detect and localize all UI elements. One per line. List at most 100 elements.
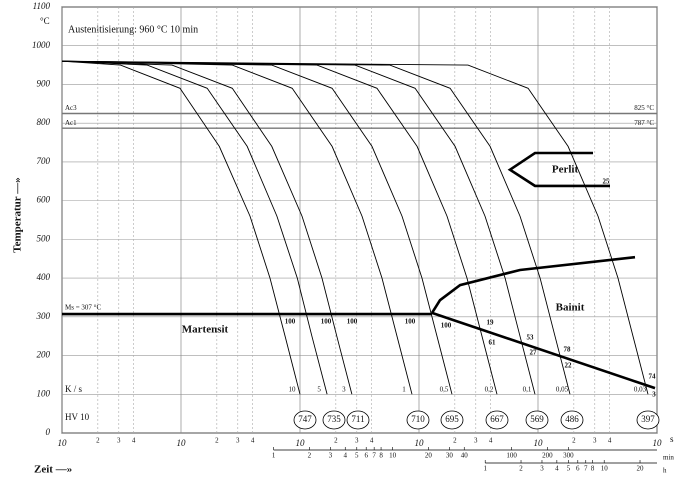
cooling-curve — [61, 60, 413, 395]
secondary-tick-label: 300 — [563, 452, 574, 460]
hardness-value: 486 — [565, 414, 579, 424]
secondary-tick-label: 20 — [637, 465, 645, 473]
secondary-tick-label: 7 — [584, 465, 588, 473]
hardness-value: 667 — [490, 414, 504, 424]
y-tick-label: 100 — [37, 388, 51, 398]
x-minor-tick-label: 4 — [489, 437, 493, 445]
x-minor-tick-label: 3 — [593, 437, 597, 445]
phase-percent: 100 — [321, 318, 332, 326]
hardness-value: 695 — [445, 414, 459, 424]
hardness-value: 569 — [530, 414, 544, 424]
cooling-curve — [61, 60, 649, 395]
hardness-value: 747 — [298, 414, 312, 424]
secondary-tick-label: 2 — [308, 452, 312, 460]
hardness-value: 710 — [411, 414, 425, 424]
x-minor-tick-label: 3 — [355, 437, 359, 445]
x-unit: s — [670, 434, 674, 444]
level-label: Ac3 — [65, 104, 77, 112]
plot-frame — [61, 6, 658, 434]
rate-label: 0,03 — [634, 386, 647, 394]
phase-percent: 53 — [527, 334, 535, 342]
phase-percent: 25 — [603, 178, 611, 186]
y-tick-label: 800 — [37, 117, 51, 127]
transformation-line — [507, 151, 610, 188]
y-axis-label: Temperatur —» — [12, 177, 24, 252]
hardness-circle — [636, 410, 660, 430]
hardness-circle — [560, 410, 584, 430]
x-tick-label: 10 — [58, 438, 68, 448]
level-value-label: 787 °C — [634, 119, 654, 127]
rate-label: 5 — [317, 386, 321, 394]
x-tick-label: 10 — [415, 438, 425, 448]
x-minor-tick-label: 3 — [117, 437, 121, 445]
x-minor-tick-label: 4 — [132, 437, 136, 445]
y-tick-label: 500 — [37, 233, 51, 243]
ms-label: Ms = 307 °C — [65, 304, 101, 312]
region-label: Perlit — [552, 164, 579, 176]
x-minor-tick-label: 4 — [608, 437, 612, 445]
secondary-tick-label: 4 — [343, 452, 347, 460]
region-label: Bainit — [556, 302, 585, 314]
hardness-value: 397 — [641, 414, 655, 424]
secondary-tick-label: 7 — [372, 452, 376, 460]
cooling-curve — [61, 60, 301, 395]
hardness-circle — [485, 410, 509, 430]
secondary-tick-label: 10 — [601, 465, 609, 473]
hardness-label: HV 10 — [65, 412, 90, 422]
hardness-circle — [525, 410, 549, 430]
rate-label: 0,5 — [440, 386, 449, 394]
chart-title: Austenitisierung: 960 °C 10 min — [68, 24, 198, 35]
secondary-tick-label: 2 — [519, 465, 523, 473]
secondary-tick-label: 100 — [506, 452, 517, 460]
secondary-axis-label: h — [663, 467, 667, 475]
x-minor-tick-label: 4 — [251, 437, 255, 445]
phase-percent: 100 — [285, 318, 296, 326]
x-tick-label: 10 — [296, 438, 306, 448]
x-minor-tick-label: 2 — [96, 437, 100, 445]
phase-percent: 27 — [530, 349, 538, 357]
y-tick-label: 400 — [37, 272, 51, 282]
rate-label: 0,1 — [523, 386, 532, 394]
phase-percent: 100 — [347, 318, 358, 326]
hardness-circle — [322, 410, 346, 430]
secondary-tick-label: 8 — [379, 452, 383, 460]
secondary-tick-label: 20 — [425, 452, 433, 460]
y-tick-label: 900 — [37, 79, 51, 89]
x-minor-tick-label: 3 — [474, 437, 478, 445]
region-label: Martensit — [182, 324, 229, 336]
rate-label: 3 — [342, 386, 346, 394]
x-tick-label: 10 — [653, 438, 663, 448]
cooling-curve — [61, 60, 498, 395]
x-tick-label: 10 — [534, 438, 544, 448]
secondary-tick-label: 3 — [329, 452, 333, 460]
rate-label: K / s — [65, 384, 83, 394]
level-value-label: 825 °C — [634, 104, 654, 112]
secondary-tick-label: 5 — [567, 465, 571, 473]
secondary-tick-label: 40 — [461, 452, 469, 460]
phase-percent: 19 — [487, 319, 495, 327]
phase-percent: 3 — [652, 391, 656, 399]
hardness-value: 735 — [327, 414, 341, 424]
x-minor-tick-label: 4 — [370, 437, 374, 445]
rate-label: 0,05 — [556, 386, 569, 394]
secondary-tick-label: 6 — [576, 465, 580, 473]
y-tick-label: 200 — [37, 350, 51, 360]
secondary-tick-label: 6 — [364, 452, 368, 460]
x-minor-tick-label: 2 — [572, 437, 576, 445]
phase-percent: 61 — [489, 339, 497, 347]
hardness-circle — [406, 410, 430, 430]
y-tick-label: 1100 — [33, 1, 51, 11]
x-minor-tick-label: 2 — [215, 437, 219, 445]
cooling-curve — [61, 60, 328, 395]
hardness-circle — [346, 410, 370, 430]
x-minor-tick-label: 3 — [236, 437, 240, 445]
hardness-circle — [440, 410, 464, 430]
cooling-curve — [61, 60, 453, 395]
cooling-curve — [61, 60, 536, 395]
phase-percent: 78 — [564, 346, 572, 354]
x-tick-label: 10 — [177, 438, 187, 448]
phase-percent: 74 — [649, 373, 657, 381]
secondary-tick-label: 3 — [540, 465, 544, 473]
level-label: Ac1 — [65, 119, 77, 127]
